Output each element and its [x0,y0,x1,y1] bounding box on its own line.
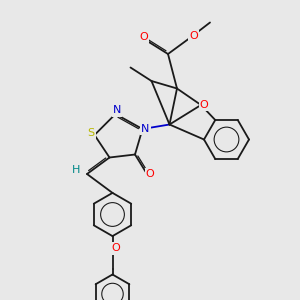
Text: O: O [200,100,208,110]
Text: O: O [146,169,154,179]
Text: S: S [87,128,94,139]
Text: O: O [111,243,120,254]
Text: O: O [189,31,198,41]
Text: O: O [140,32,148,43]
Text: N: N [141,124,150,134]
Text: N: N [113,105,121,116]
Text: H: H [71,165,80,176]
